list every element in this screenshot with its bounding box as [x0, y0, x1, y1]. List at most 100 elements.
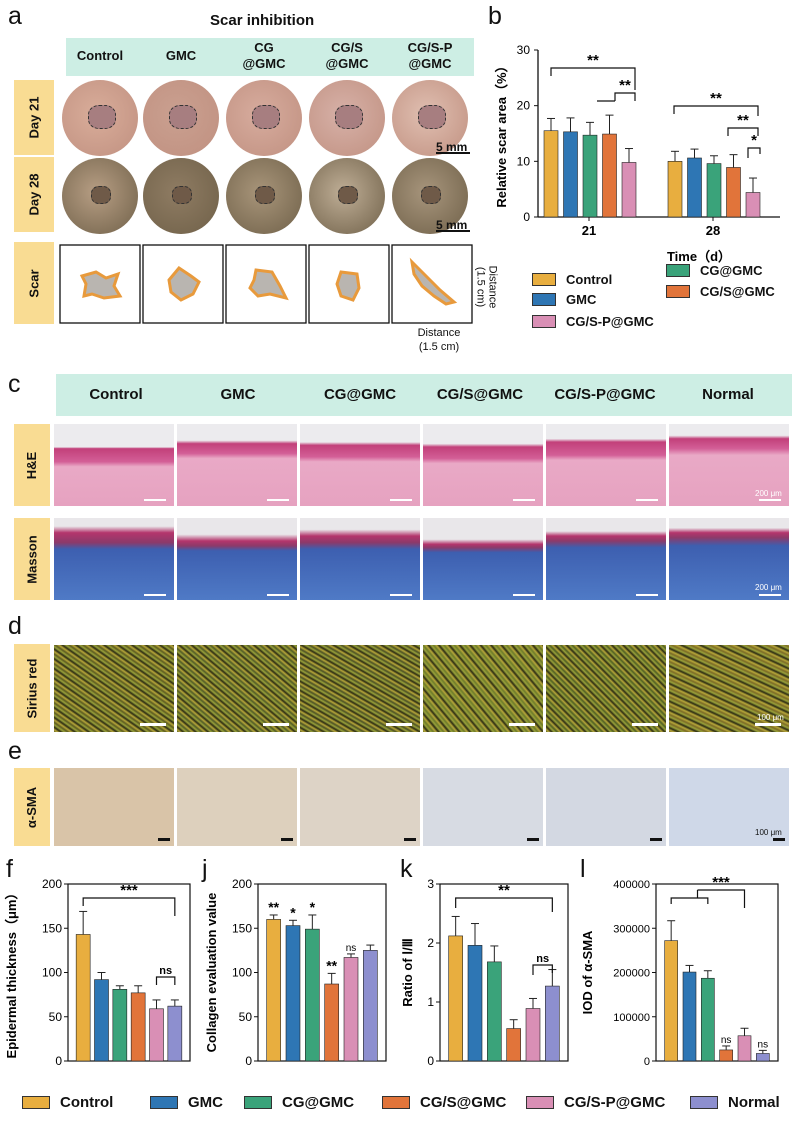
l-y-tick-label: 0 [644, 1056, 650, 1068]
row-label-asma: α-SMA [14, 768, 50, 846]
he-image [669, 424, 789, 506]
f-y-tick-label: 150 [42, 921, 62, 935]
b-sig5-bracket [747, 147, 761, 158]
row-label-day21: Day 21 [14, 80, 54, 155]
row-label-he: H&E [14, 424, 50, 506]
panel-a-title: Scar inhibition [210, 12, 315, 29]
asma-scale-bar [650, 838, 662, 841]
f-sig2-label: ns [159, 965, 172, 977]
b-x-tick-label: 21 [582, 223, 596, 238]
l-bar-CG@GMC [701, 977, 715, 1062]
j-sig-label: * [310, 899, 316, 915]
l-bar-Control [664, 940, 678, 1062]
chart-ratio-collagen: 0 1 2 3 Ratio of Ⅰ/Ⅲ ** ns [400, 877, 569, 1068]
legend-label: CG/S-P@GMC [564, 1094, 666, 1111]
sirius-image [177, 645, 297, 732]
k-bar-CG@GMC [487, 961, 502, 1062]
f-y-tick-label: 0 [55, 1054, 62, 1068]
j-y-tick-label: 100 [232, 966, 252, 980]
wound-outline-day28 [338, 186, 358, 204]
j-bar-CG/S-P@GMC [343, 957, 359, 1062]
legend-swatch [532, 293, 556, 306]
legend-label: CG/S@GMC [700, 284, 775, 299]
row-label-scar: Scar [14, 242, 54, 324]
b-sig1-bracket [550, 67, 636, 90]
legend-label: CG/S@GMC [420, 1094, 507, 1111]
k-y-tick-label: 1 [427, 995, 434, 1009]
j-y-tick-label: 0 [245, 1054, 252, 1068]
legend-swatch [690, 1096, 718, 1109]
scale-bar-day28 [436, 230, 470, 232]
j-sig-label: ** [326, 957, 337, 973]
b-sig3-bracket [673, 105, 759, 116]
panel-label-j: j [202, 855, 208, 883]
legend-swatch [526, 1096, 554, 1109]
b-x-label: Time（d） [667, 249, 731, 264]
asma-scale-bar [281, 838, 293, 841]
panel-label-e: e [8, 737, 22, 765]
b-sig2-bracket [614, 92, 636, 101]
masson-scale-bar [513, 594, 535, 596]
wound-outline-day21 [169, 105, 197, 129]
panel-label-l: l [580, 855, 586, 883]
distance-horizontal: Distance (1.5 cm) [417, 327, 461, 353]
b-sig5-label: * [751, 132, 757, 149]
sirius-image [669, 645, 789, 732]
panel-a-scar-tracings [59, 244, 473, 324]
he-scale-bar [759, 499, 781, 501]
wound-outline-day28 [255, 186, 275, 204]
l-y-tick-label: 300000 [613, 923, 650, 935]
panel-c-col-header: Normal [702, 386, 754, 403]
panel-a-col-header: Control [76, 48, 124, 63]
j-bar-GMC [285, 925, 301, 1062]
j-y-label: Collagen evaluation value [204, 893, 219, 1053]
masson-image [669, 518, 789, 600]
k-y-tick-label: 0 [427, 1054, 434, 1068]
panel-c-header-band [56, 374, 792, 416]
k-sig2-label: ns [536, 953, 549, 965]
f-sig1-label: *** [120, 882, 138, 899]
j-bar-Normal [363, 950, 378, 1062]
scar-trace [79, 270, 123, 300]
sirius-scale-bar [755, 723, 781, 726]
k-y-label: Ratio of Ⅰ/Ⅲ [400, 938, 415, 1006]
masson-image [54, 518, 174, 600]
b-bar-Control [667, 161, 683, 218]
f-y-tick-label: 50 [49, 1010, 63, 1024]
j-y-tick-label: 200 [232, 877, 252, 891]
j-sig-label: ** [268, 899, 279, 915]
scale-label-day28: 5 mm [436, 218, 468, 232]
b-legend-item: Control [532, 272, 612, 287]
legend-label: GMC [566, 292, 597, 307]
asma-scale-bar [773, 838, 785, 841]
b-y-tick-label: 30 [517, 43, 531, 57]
b-x-tick-label: 28 [706, 223, 720, 238]
b-sig1-label: ** [587, 52, 599, 69]
scale-label-day21: 5 mm [436, 140, 468, 154]
sirius-scale-bar [509, 723, 535, 726]
b-bar-CG/S-P@GMC [745, 192, 761, 218]
scar-trace [409, 257, 458, 306]
f-bar-GMC [94, 979, 109, 1062]
b-bar-GMC [563, 131, 578, 218]
row-label-masson: Masson [14, 518, 50, 600]
f-bar-CG@GMC [112, 989, 128, 1062]
k-sig1-bracket [455, 897, 553, 912]
sirius-image [423, 645, 543, 732]
l-bar-GMC [682, 971, 697, 1062]
l-y-tick-label: 400000 [613, 879, 650, 891]
panel-a-col-header: CG @GMC [242, 40, 286, 71]
f-y-tick-label: 100 [42, 966, 62, 980]
panel-a-col-header: CG/S @GMC [325, 40, 369, 71]
panel-label-f: f [6, 855, 13, 883]
b-legend-item: CG/S-P@GMC [532, 314, 654, 329]
asma-scale-bar [527, 838, 539, 841]
panel-label-c: c [8, 370, 21, 398]
he-image [423, 424, 543, 506]
legend-label: Control [566, 272, 613, 287]
sirius-scale-bar [632, 723, 658, 726]
j-bar-CG@GMC [305, 928, 320, 1062]
legend-swatch [532, 273, 556, 286]
b-sig3-label: ** [710, 90, 722, 107]
f-sig1-bracket [82, 897, 176, 916]
